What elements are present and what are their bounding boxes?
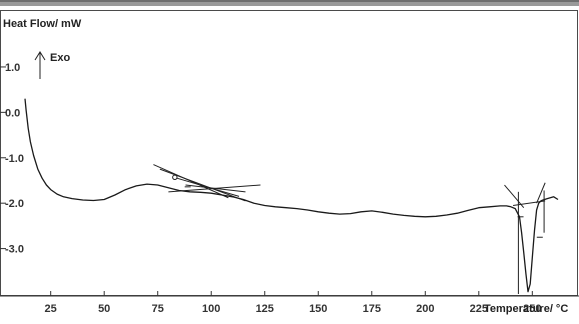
y-tick-label: -1.0: [5, 153, 24, 165]
y-axis-title: Heat Flow/ mW: [3, 18, 82, 30]
tangent-line: [185, 184, 246, 193]
x-tick-label: 250: [523, 303, 541, 315]
x-tick-label: 175: [363, 303, 381, 315]
exo-arrow-icon: [34, 51, 46, 79]
top-strip: [0, 0, 579, 6]
top-strip-edge: [0, 0, 579, 2]
plot-frame: [0, 10, 578, 296]
tangent-annotations: [153, 164, 546, 294]
top-strip-bar: [0, 0, 579, 6]
y-tick-label: -2.0: [5, 198, 24, 210]
x-tick-label: 75: [152, 303, 164, 315]
x-tick-label: 25: [45, 303, 57, 315]
x-axis-ticks: 25 50 75 100 125 150 175 200 225 250: [45, 291, 541, 315]
x-tick-label: 125: [256, 303, 274, 315]
x-tick-label: 100: [202, 303, 220, 315]
y-tick-label: -3.0: [5, 244, 24, 256]
tangent-line: [536, 182, 546, 204]
series-line-heat-flow: [24, 98, 559, 293]
y-tick-label: 1.0: [5, 62, 20, 74]
x-tick-label: 200: [416, 303, 434, 315]
y-axis-ticks: 1.0 0.0 -1.0 -2.0 -3.0: [0, 62, 24, 256]
x-tick-label: 50: [98, 303, 110, 315]
x-axis-title: Temperature/ °C: [484, 303, 568, 315]
circle-marker: [172, 174, 178, 180]
y-tick-label: 0.0: [5, 107, 20, 119]
tangent-line: [159, 168, 246, 202]
exo-label: Exo: [50, 52, 70, 64]
x-tick-label: 225: [470, 303, 488, 315]
x-tick-label: 150: [309, 303, 327, 315]
